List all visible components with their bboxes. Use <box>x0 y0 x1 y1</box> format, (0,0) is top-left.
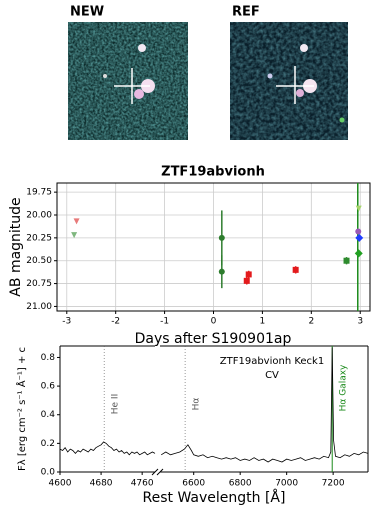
x-tick-label: 7200 <box>322 479 345 489</box>
new-image <box>68 22 188 140</box>
spectrum-line <box>59 441 156 456</box>
x-tick-label: 0 <box>211 317 217 327</box>
x-tick-label: 3 <box>357 317 363 327</box>
y-tick-label: 20.25 <box>26 233 52 243</box>
y-axis-label: AB magnitude <box>8 197 24 296</box>
x-axis-label: Rest Wavelength [Å] <box>143 489 286 506</box>
marker <box>218 268 225 275</box>
marker <box>354 249 363 258</box>
marker <box>245 271 252 278</box>
marker <box>73 218 80 225</box>
x-tick-label: -3 <box>62 317 71 327</box>
x-tick-label: 4760 <box>131 479 154 489</box>
marker <box>355 228 362 235</box>
new-label: NEW <box>70 5 104 20</box>
ref-image <box>230 22 348 140</box>
y-tick-label: 0.0 <box>41 468 56 478</box>
y-tick-label: 20.50 <box>26 256 52 266</box>
x-tick-label: 6600 <box>182 479 205 489</box>
axis-break <box>151 468 159 476</box>
x-axis-label: Days after S190901ap <box>135 331 292 347</box>
y-tick-label: 0.4 <box>41 410 56 420</box>
y-tick-label: 21.00 <box>26 302 52 312</box>
x-tick-label: 7000 <box>275 479 298 489</box>
x-tick-label: 1 <box>260 317 266 327</box>
x-tick-label: 6800 <box>229 479 252 489</box>
marker <box>343 257 350 264</box>
y-axis-label: Fλ [erg cm⁻² s⁻¹ Å⁻¹] + c <box>15 347 28 471</box>
marker <box>243 277 250 284</box>
chart-title: ZTF19abvionh <box>161 165 265 180</box>
x-tick-label: -1 <box>160 317 169 327</box>
x-tick-label: 4680 <box>90 479 113 489</box>
feature-label: Hα Galaxy <box>339 364 349 411</box>
marker <box>218 234 225 241</box>
y-tick-label: 0.8 <box>41 353 56 363</box>
annotation: CV <box>265 370 279 381</box>
plot-frame <box>56 182 371 312</box>
marker <box>292 266 299 273</box>
marker <box>355 233 364 242</box>
y-tick-label: 0.2 <box>41 439 55 449</box>
y-tick-label: 19.75 <box>26 188 52 198</box>
marker <box>355 205 362 212</box>
x-tick-label: -2 <box>111 317 120 327</box>
feature-label: Hα <box>192 398 202 411</box>
marker <box>71 232 78 239</box>
x-tick-label: 4600 <box>49 479 72 489</box>
x-tick-label: 2 <box>308 317 314 327</box>
ref-label: REF <box>232 5 260 20</box>
feature-label: He II <box>111 394 121 414</box>
axis-break <box>156 468 164 476</box>
y-tick-label: 20.75 <box>26 279 52 289</box>
y-tick-label: 20.00 <box>26 211 52 221</box>
y-tick-label: 0.6 <box>41 382 56 392</box>
spectrum-line <box>160 347 369 463</box>
annotation: ZTF19abvionh Keck1 <box>220 356 324 367</box>
